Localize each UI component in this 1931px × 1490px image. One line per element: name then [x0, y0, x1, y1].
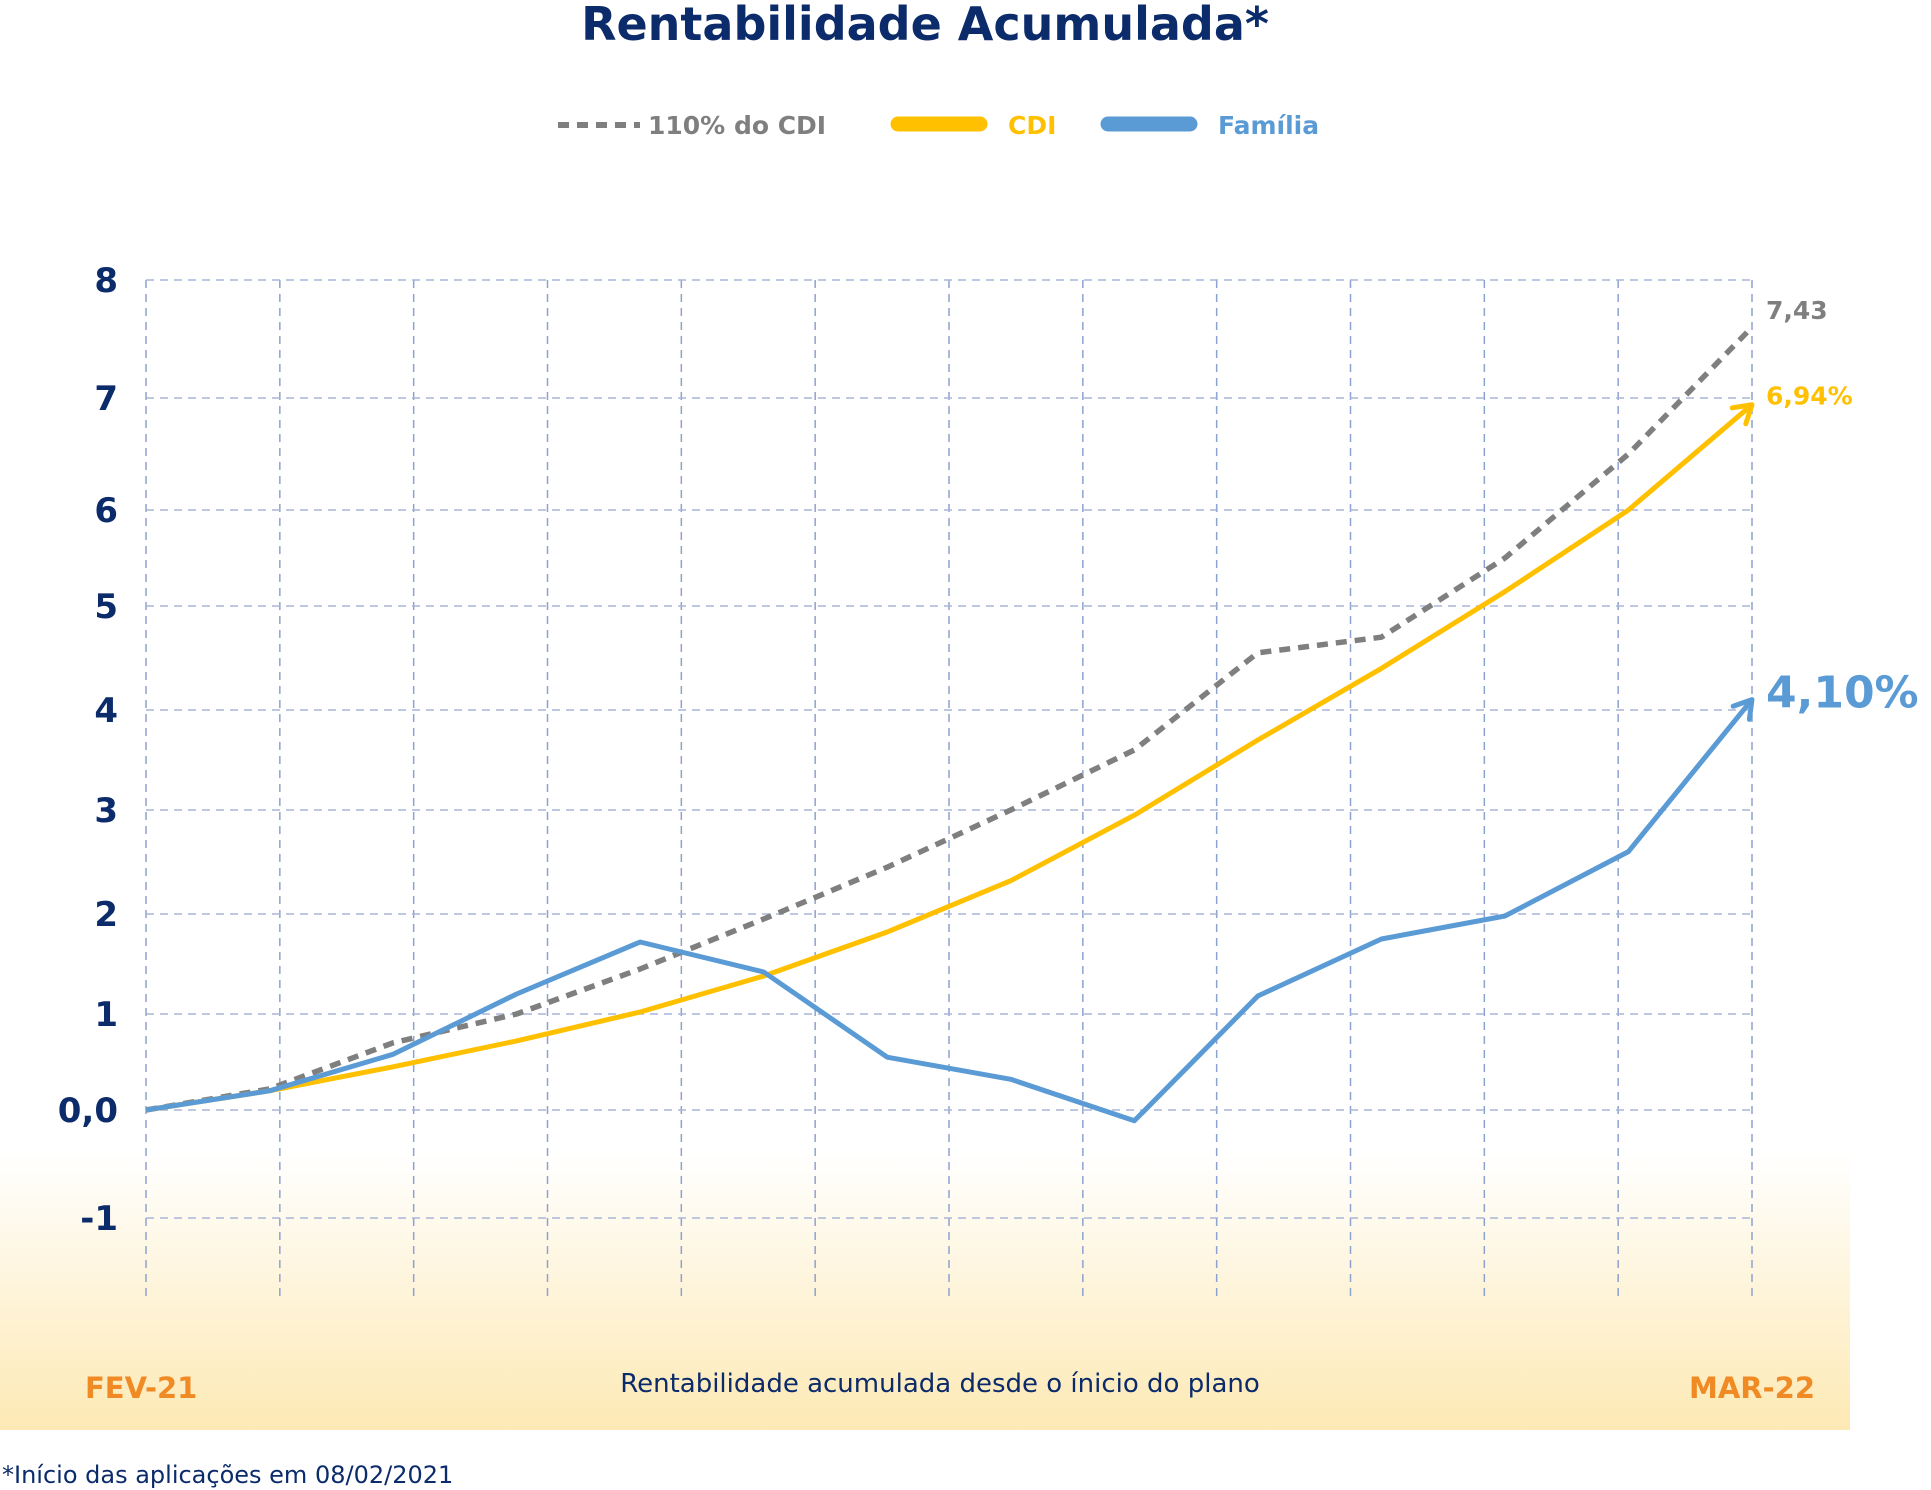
legend: 110% do CDI CDI Família	[558, 111, 1319, 140]
y-tick-label: 6	[94, 491, 118, 531]
series-line-1	[145, 402, 1754, 1113]
y-tick-label: 8	[94, 261, 118, 301]
grid	[145, 279, 1753, 1300]
legend-label-110-cdi: 110% do CDI	[648, 111, 826, 140]
y-tick-label: 7	[94, 379, 118, 419]
y-tick-label: 3	[94, 791, 118, 831]
chart-title: Rentabilidade Acumulada*	[581, 0, 1269, 51]
y-tick-label: 5	[94, 587, 118, 627]
x-end-label: MAR-22	[1689, 1371, 1815, 1405]
y-tick-label: 4	[94, 691, 118, 731]
series-arrowhead-1	[1729, 402, 1755, 427]
y-axis: -1 0,0 1 2 3 4 5 6 7 8	[58, 261, 118, 1239]
end-labels: 7,43 6,94% 4,10%	[1766, 296, 1919, 718]
chart-subtitle: Rentabilidade acumulada desde o ínicio d…	[620, 1369, 1260, 1399]
y-tick-label: 0,0	[58, 1091, 118, 1131]
plot-background	[0, 1060, 1850, 1430]
y-tick-label: -1	[80, 1199, 118, 1239]
x-start-label: FEV-21	[85, 1371, 197, 1405]
series-line-2	[145, 698, 1754, 1124]
y-tick-label: 1	[94, 995, 118, 1035]
end-label-0: 7,43	[1766, 296, 1828, 325]
footnote: *Início das aplicações em 08/02/2021	[2, 1461, 453, 1489]
series-arrowhead-2	[1730, 697, 1755, 722]
series	[145, 325, 1755, 1124]
y-tick-label: 2	[94, 895, 118, 935]
end-label-2: 4,10%	[1766, 668, 1919, 719]
legend-label-cdi: CDI	[1008, 111, 1056, 140]
legend-label-familia: Família	[1218, 111, 1319, 140]
end-label-1: 6,94%	[1766, 382, 1853, 411]
